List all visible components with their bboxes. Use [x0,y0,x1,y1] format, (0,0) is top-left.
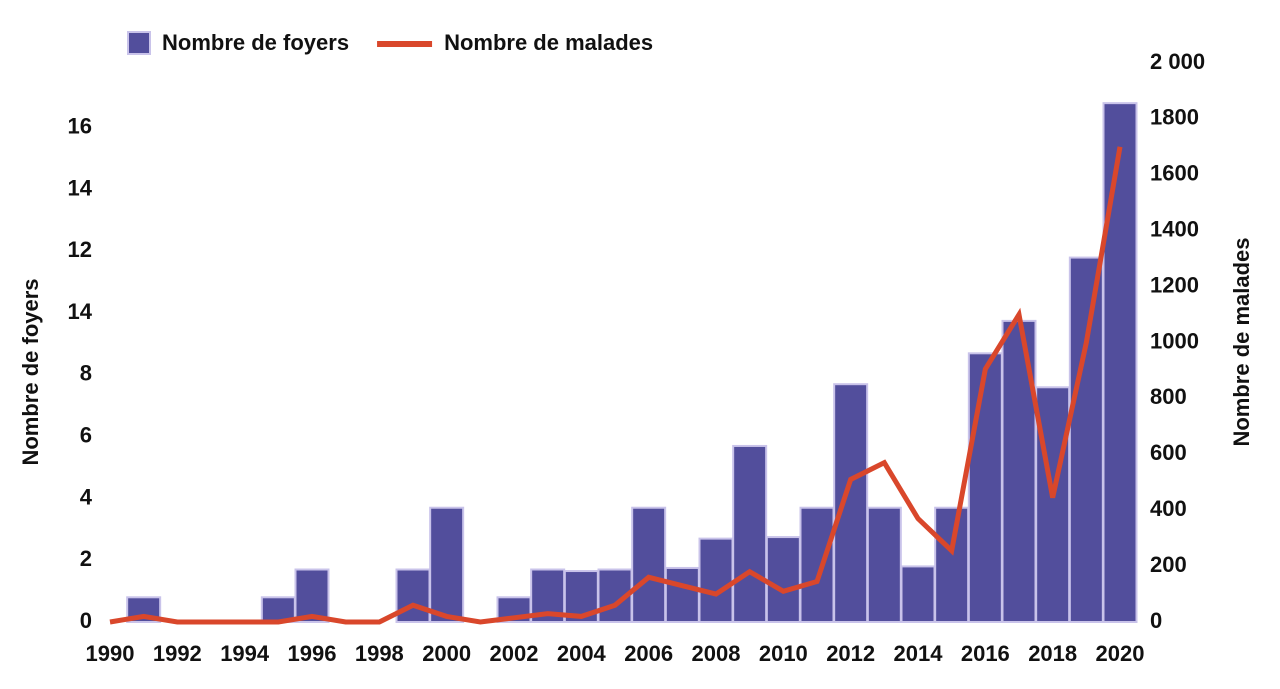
bar [631,506,667,623]
bar [1068,256,1104,623]
bar [732,444,768,624]
x-tick-label: 2014 [894,641,944,666]
bar [934,506,970,623]
bar [799,506,835,623]
y-axis-title: Nombre de foyers [18,278,43,465]
legend-label: Nombre de malades [444,30,653,55]
x-tick-label: 2008 [692,641,741,666]
y-tick-label: 4 [80,484,93,509]
y2-tick-label: 1400 [1150,217,1199,242]
y-tick-label: 12 [68,237,92,262]
y-tick-label: 8 [80,361,92,386]
x-tick-label: 2002 [490,641,539,666]
bar [765,536,801,623]
line [109,146,1123,625]
x-tick-label: 2016 [961,641,1010,666]
y2-tick-label: 1200 [1150,272,1199,297]
bar [967,352,1003,623]
x-tick-label: 2018 [1028,641,1077,666]
bar [1102,102,1138,623]
bar [429,506,465,623]
y2-tick-label: 800 [1150,384,1187,409]
y-tick-label: 2 [80,546,92,571]
y2-tick-label: 1600 [1150,161,1199,186]
y2-tick-label: 200 [1150,552,1187,577]
y2-tick-label: 1800 [1150,105,1199,130]
x-tick-label: 2020 [1096,641,1145,666]
x-tick-label: 1998 [355,641,404,666]
bar [395,568,431,624]
y-tick-label: 16 [68,114,92,139]
bar [294,568,330,624]
x-tick-label: 1992 [153,641,202,666]
bar [866,506,902,623]
y2-tick-label: 2 000 [1150,49,1205,74]
legend-label: Nombre de foyers [162,30,349,55]
bar [664,566,700,624]
x-tick-label: 2000 [422,641,471,666]
x-tick-label: 2010 [759,641,808,666]
x-tick-label: 2012 [826,641,875,666]
legend-swatch [127,31,151,55]
y2-tick-label: 0 [1150,608,1162,633]
y2-tick-label: 1000 [1150,328,1199,353]
bar [833,383,869,623]
y2-axis-title: Nombre de malades [1229,237,1254,446]
y2-tick-label: 400 [1150,496,1187,521]
y-tick-label: 6 [80,423,92,448]
x-tick-label: 2004 [557,641,607,666]
y-tick-label: 14 [68,175,93,200]
y-tick-label: 0 [80,608,92,633]
x-tick-label: 2006 [624,641,673,666]
x-tick-label: 1994 [220,641,270,666]
bar [698,537,734,624]
y-tick-label: 14 [68,299,93,324]
y2-tick-label: 600 [1150,440,1187,465]
bar [900,565,936,623]
x-tick-label: 1996 [288,641,337,666]
x-tick-label: 1990 [86,641,135,666]
